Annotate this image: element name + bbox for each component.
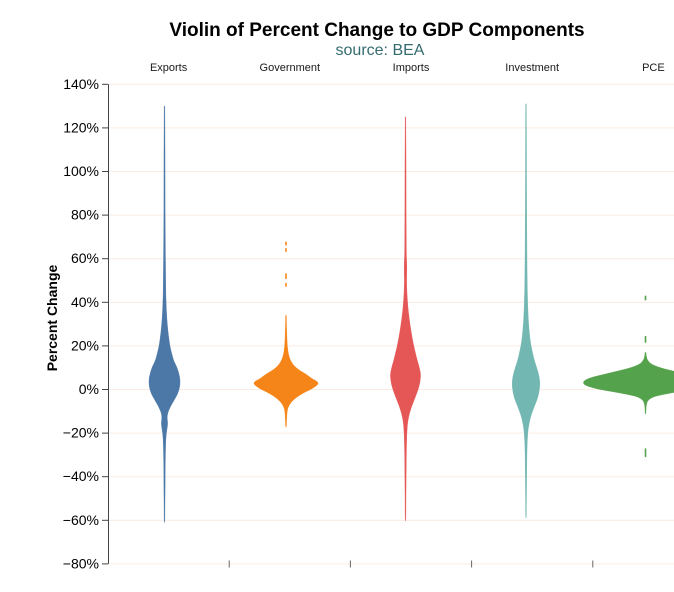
y-tick-label: 120%	[63, 119, 99, 135]
violins	[148, 103, 674, 523]
violin-pce	[583, 352, 674, 415]
outlier-dot-pce	[644, 335, 647, 343]
outlier-dot-government	[285, 241, 287, 246]
column-headers: Exports Government Imports Investment PCE	[150, 62, 665, 74]
violin-government	[253, 315, 319, 428]
outlier-dot-government	[285, 282, 287, 287]
y-tick-label: 100%	[63, 163, 99, 179]
gridlines	[108, 83, 674, 565]
violin-exports	[148, 105, 181, 523]
outlier-dot-pce	[644, 295, 647, 301]
column-header-investment: Investment	[505, 62, 559, 74]
y-tick-label: −40%	[63, 468, 99, 484]
chart-title: Violin of Percent Change to GDP Componen…	[169, 20, 584, 41]
outlier-dot-government	[285, 273, 287, 280]
column-header-exports: Exports	[150, 62, 188, 74]
y-tick-label: −20%	[63, 425, 99, 441]
chart-canvas: 140% 120% 100% 80% 60% 40% 20% 0% −20% −40% −60% −8…	[44, 20, 674, 571]
y-tick-label: 140%	[63, 76, 99, 92]
column-header-pce: PCE	[642, 62, 665, 74]
y-tick-label: 20%	[71, 337, 99, 353]
violin-imports	[390, 116, 421, 522]
chart-subtitle: source: BEA	[336, 42, 425, 59]
column-header-imports: Imports	[393, 62, 430, 74]
y-tick-label: 0%	[79, 381, 99, 397]
outlier-dot-pce	[644, 448, 647, 458]
y-tick-label: 40%	[71, 294, 99, 310]
violin-investment	[511, 103, 541, 519]
y-axis-title: Percent Change	[44, 264, 60, 371]
y-tick-label: −80%	[63, 555, 99, 571]
column-header-government: Government	[260, 62, 321, 74]
outlier-dot-government	[285, 247, 287, 252]
y-tick-label: 60%	[71, 250, 99, 266]
y-axis: 140% 120% 100% 80% 60% 40% 20% 0% −20% −40% −60% −8…	[63, 76, 109, 571]
violin-chart-figure: 140% 120% 100% 80% 60% 40% 20% 0% −20% −40% −60% −8…	[40, 16, 674, 576]
y-tick-label: −60%	[63, 512, 99, 528]
y-tick-label: 80%	[71, 207, 99, 223]
